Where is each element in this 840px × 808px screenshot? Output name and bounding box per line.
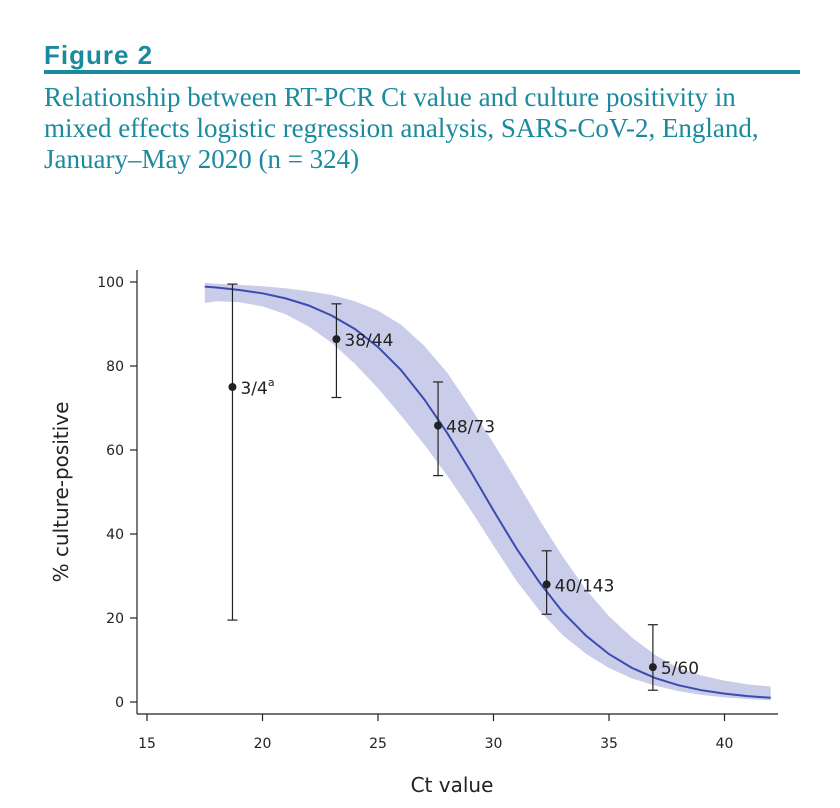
data-point-label: 48/73 <box>446 418 495 438</box>
figure-rule <box>44 70 800 74</box>
figure-label: Figure 2 <box>44 40 154 70</box>
data-point-label: 5/60 <box>661 659 699 679</box>
figure-title: Relationship between RT-PCR Ct value and… <box>44 82 759 174</box>
x-tick-label: 25 <box>369 736 387 752</box>
data-point <box>542 580 551 589</box>
x-tick-label: 35 <box>600 736 618 752</box>
x-tick-label: 15 <box>138 736 156 752</box>
y-axis-title: % culture-positive <box>49 402 73 583</box>
data-point-label: 40/143 <box>555 576 615 596</box>
data-point <box>434 421 443 430</box>
data-point-label: 3/4a <box>240 376 274 399</box>
data-point <box>332 335 341 344</box>
confidence-band <box>204 282 771 701</box>
fitted-curve <box>204 285 771 699</box>
y-tick-label: 0 <box>115 695 124 711</box>
data-point <box>648 663 657 672</box>
data-point <box>228 383 237 391</box>
data-point-label: 38/44 <box>344 331 393 351</box>
y-tick-label: 100 <box>97 275 124 291</box>
x-tick-label: 20 <box>254 736 272 752</box>
x-tick-label: 40 <box>716 736 734 752</box>
x-tick-label: 30 <box>485 736 503 752</box>
y-tick-label: 20 <box>106 611 124 627</box>
footnote-marker: a <box>268 376 275 389</box>
y-tick-label: 40 <box>106 527 124 543</box>
x-axis-title: Ct value <box>411 773 494 797</box>
y-tick-label: 80 <box>106 359 124 375</box>
y-tick-label: 60 <box>106 443 124 459</box>
